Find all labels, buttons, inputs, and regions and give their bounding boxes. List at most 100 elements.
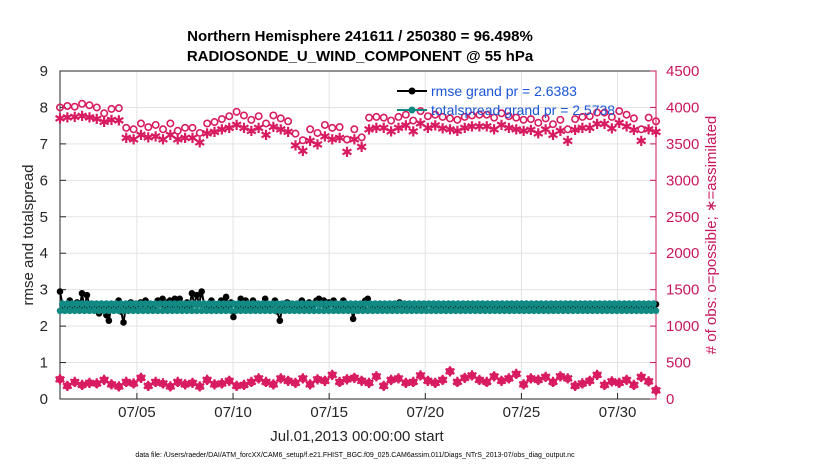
obs-rejected-ring xyxy=(593,370,602,379)
obs-assimilated-marker: ✱ xyxy=(584,121,596,137)
obs-rejected-ring xyxy=(350,373,359,382)
obs-assimilated-marker: ✱ xyxy=(54,111,66,127)
obs-assimilated-marker: ✱ xyxy=(341,145,353,161)
totalspread-point xyxy=(144,307,152,315)
totalspread-point xyxy=(440,300,447,307)
obs-assimilated-marker: ✱ xyxy=(253,121,265,137)
obs-rejected-ring xyxy=(615,378,624,387)
y-axis-label-left: rmse and totalspread xyxy=(20,165,37,306)
obs-rejected-marker: ✱ xyxy=(260,375,272,391)
right-tick-label: 0 xyxy=(666,391,674,408)
obs-rejected-marker: ✱ xyxy=(113,380,125,396)
obs-assimilated-marker: ✱ xyxy=(157,133,169,149)
obs-possible-marker xyxy=(55,103,64,112)
totalspread-point xyxy=(283,300,291,307)
obs-assimilated-marker: ✱ xyxy=(643,122,655,138)
totalspread-point xyxy=(208,307,215,315)
obs-possible-marker xyxy=(276,114,285,123)
obs-assimilated-marker: ✱ xyxy=(76,109,88,125)
obs-rejected-ring xyxy=(239,381,248,390)
totalspread-point xyxy=(518,300,525,307)
obs-assimilated-marker: ✱ xyxy=(231,118,243,134)
obs-rejected-marker: ✱ xyxy=(643,375,655,391)
right-tick-label: 500 xyxy=(666,355,691,372)
obs-possible-marker xyxy=(239,111,248,120)
totalspread-point xyxy=(554,307,562,315)
totalspread-point xyxy=(576,300,584,307)
totalspread-point xyxy=(76,307,83,315)
obs-possible-marker xyxy=(629,114,638,123)
obs-rejected-marker: ✱ xyxy=(400,376,412,392)
totalspread-point xyxy=(415,300,423,307)
totalspread-point xyxy=(198,307,205,315)
obs-rejected-ring xyxy=(85,378,94,387)
obs-assimilated-marker: ✱ xyxy=(481,119,493,135)
totalspread-point xyxy=(298,300,306,307)
totalspread-point xyxy=(550,307,557,315)
legend-rmse-label: rmse grand pr = 2.6383 xyxy=(431,83,577,99)
obs-possible-marker xyxy=(217,115,226,124)
obs-assimilated-marker: ✱ xyxy=(201,127,213,143)
totalspread-point xyxy=(437,307,445,315)
totalspread-point xyxy=(271,307,279,315)
obs-assimilated-marker: ✱ xyxy=(532,127,544,143)
obs-rejected-marker: ✱ xyxy=(216,377,228,393)
legend-rmse-marker xyxy=(408,87,416,95)
totalspread-point xyxy=(256,307,264,315)
obs-assimilated-marker: ✱ xyxy=(187,131,199,147)
obs-rejected-marker: ✱ xyxy=(584,374,596,390)
totalspread-point xyxy=(156,300,164,307)
totalspread-point xyxy=(535,307,543,315)
totalspread-point xyxy=(56,307,64,315)
totalspread-point xyxy=(454,300,462,307)
totalspread-point xyxy=(647,307,655,315)
obs-assimilated-marker: ✱ xyxy=(613,116,625,132)
totalspread-point xyxy=(625,300,633,307)
totalspread-point xyxy=(628,307,635,315)
totalspread-point xyxy=(71,307,78,315)
obs-assimilated-marker: ✱ xyxy=(540,122,552,138)
obs-rejected-marker: ✱ xyxy=(437,373,449,389)
obs-rejected-ring xyxy=(254,374,263,383)
obs-rejected-ring xyxy=(504,374,513,383)
obs-assimilated-marker: ✱ xyxy=(429,119,441,135)
obs-rejected-ring xyxy=(70,378,79,387)
obs-assimilated-marker: ✱ xyxy=(334,131,346,147)
totalspread-point xyxy=(83,300,91,307)
totalspread-point xyxy=(405,300,413,307)
totalspread-point xyxy=(354,307,362,315)
totalspread-point xyxy=(379,307,386,315)
totalspread-point xyxy=(313,300,320,307)
obs-assimilated-marker: ✱ xyxy=(525,123,537,139)
totalspread-point xyxy=(386,300,394,307)
totalspread-point xyxy=(125,307,132,315)
obs-rejected-marker: ✱ xyxy=(142,379,154,395)
totalspread-point xyxy=(496,307,503,315)
obs-rejected-ring xyxy=(313,375,322,384)
left-tick-label: 9 xyxy=(40,63,48,80)
totalspread-point xyxy=(213,307,220,315)
obs-assimilated-marker: ✱ xyxy=(459,121,471,137)
totalspread-point xyxy=(178,307,186,315)
obs-rejected-marker: ✱ xyxy=(488,369,500,385)
left-tick-label: 7 xyxy=(40,136,48,153)
right-tick-label: 4000 xyxy=(666,99,699,116)
obs-possible-marker xyxy=(284,117,293,126)
totalspread-point xyxy=(269,300,276,307)
totalspread-point xyxy=(347,300,354,307)
totalspread-point xyxy=(652,307,660,315)
obs-possible-marker xyxy=(254,112,263,121)
obs-rejected-marker: ✱ xyxy=(348,371,360,387)
x-tick-label: 07/20 xyxy=(407,404,445,421)
obs-assimilated-marker: ✱ xyxy=(371,121,383,137)
totalspread-point xyxy=(591,300,599,307)
obs-assimilated-marker: ✱ xyxy=(312,138,324,154)
obs-rejected-marker: ✱ xyxy=(304,377,316,393)
totalspread-point xyxy=(249,300,257,307)
obs-rejected-ring xyxy=(166,382,175,391)
totalspread-point xyxy=(322,300,330,307)
rmse-point xyxy=(349,315,357,323)
totalspread-point xyxy=(286,307,293,315)
totalspread-point xyxy=(78,300,86,307)
chart-title-line2: RADIOSONDE_U_WIND_COMPONENT @ 55 hPa xyxy=(187,48,534,65)
